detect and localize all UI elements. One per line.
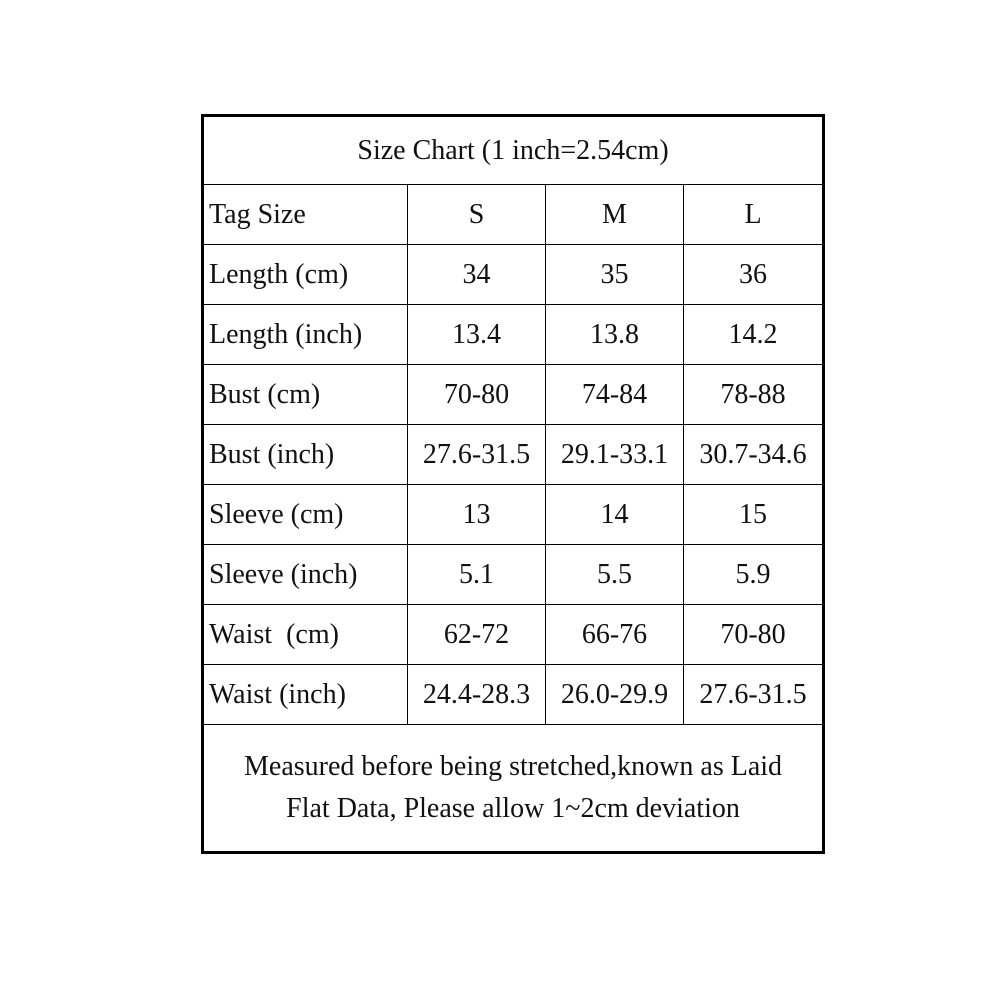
table-cell: 13.8 <box>545 304 684 365</box>
row-label: Waist (inch) <box>202 664 408 725</box>
table-cell: 70-80 <box>407 364 546 425</box>
table-cell: 29.1-33.1 <box>545 424 684 485</box>
table-cell: 13.4 <box>407 304 546 365</box>
table-cell: 5.5 <box>545 544 684 605</box>
table-cell: 27.6-31.5 <box>407 424 546 485</box>
table-row: Sleeve (inch) 5.1 5.5 5.9 <box>202 544 825 605</box>
table-row: Waist (cm) 62-72 66-76 70-80 <box>202 604 825 665</box>
table-cell: 13 <box>407 484 546 545</box>
note-line-1: Measured before being stretched,known as… <box>244 751 783 782</box>
size-header-s: S <box>407 184 546 245</box>
row-label: Sleeve (inch) <box>202 544 408 605</box>
title-row: Size Chart (1 inch=2.54cm) <box>201 115 825 185</box>
table-row: Length (inch) 13.4 13.8 14.2 <box>202 304 825 365</box>
table-row: Sleeve (cm) 13 14 15 <box>202 484 825 545</box>
table-cell: 74-84 <box>545 364 684 425</box>
table-cell: 14.2 <box>682 304 825 365</box>
row-label: Waist (cm) <box>202 604 408 665</box>
note-row: Measured before being stretched,known as… <box>201 724 825 853</box>
table-cell: 35 <box>545 244 684 305</box>
size-chart-table: Size Chart (1 inch=2.54cm) Tag Size S M … <box>201 114 826 854</box>
table-cell: 36 <box>682 244 825 305</box>
table-cell: 78-88 <box>682 364 825 425</box>
table-cell: 30.7-34.6 <box>682 424 825 485</box>
table-cell: 15 <box>682 484 825 545</box>
size-header-l: L <box>682 184 825 245</box>
measurement-note: Measured before being stretched,known as… <box>201 724 825 853</box>
row-label: Length (inch) <box>202 304 408 365</box>
table-cell: 5.1 <box>407 544 546 605</box>
note-line-2: Flat Data, Please allow 1~2cm deviation <box>286 793 740 824</box>
table-cell: 5.9 <box>682 544 825 605</box>
table-cell: 66-76 <box>545 604 684 665</box>
table-cell: 27.6-31.5 <box>682 664 825 725</box>
table-cell: 34 <box>407 244 546 305</box>
row-label: Sleeve (cm) <box>202 484 408 545</box>
table-cell: 24.4-28.3 <box>407 664 546 725</box>
table-title: Size Chart (1 inch=2.54cm) <box>201 115 825 185</box>
header-row: Tag Size S M L <box>202 184 825 245</box>
table-cell: 62-72 <box>407 604 546 665</box>
table-row: Bust (cm) 70-80 74-84 78-88 <box>202 364 825 425</box>
header-label-cell: Tag Size <box>202 184 408 245</box>
row-label: Bust (inch) <box>202 424 408 485</box>
row-label: Length (cm) <box>202 244 408 305</box>
table-cell: 14 <box>545 484 684 545</box>
table-cell: 70-80 <box>682 604 825 665</box>
table-row: Bust (inch) 27.6-31.5 29.1-33.1 30.7-34.… <box>202 424 825 485</box>
table-cell: 26.0-29.9 <box>545 664 684 725</box>
row-label: Bust (cm) <box>202 364 408 425</box>
size-header-m: M <box>545 184 684 245</box>
table-row: Waist (inch) 24.4-28.3 26.0-29.9 27.6-31… <box>202 664 825 725</box>
table-row: Length (cm) 34 35 36 <box>202 244 825 305</box>
